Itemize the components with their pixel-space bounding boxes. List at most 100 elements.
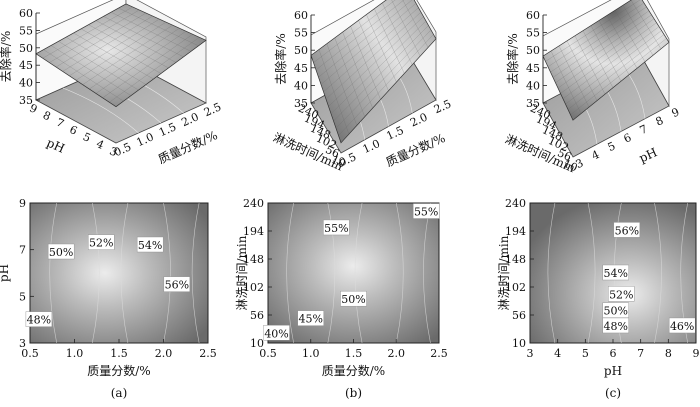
contour-label-box	[602, 302, 629, 318]
x-tick-label: 9	[670, 105, 682, 120]
x-tick-label: 2.0	[155, 347, 173, 360]
z-tick-label: 40	[19, 77, 33, 90]
contour-label-box	[136, 236, 164, 253]
x-tick-label: 4	[590, 148, 602, 163]
x-tick-label: 1.0	[66, 347, 84, 360]
x-tick-label: 3	[527, 347, 534, 360]
contour-label-box	[297, 310, 324, 326]
x-axis-label: 质量分数/%	[322, 363, 385, 378]
contour-fill	[29, 202, 209, 344]
x-tick-label: 2.5	[199, 347, 217, 360]
contour-line	[92, 202, 100, 344]
contour-label: 40%	[264, 327, 288, 340]
surface-mesh-line	[402, 0, 429, 48]
y-tick-label: 102	[505, 281, 526, 294]
y-tick-label: 6	[68, 123, 80, 138]
z-tick-label: 35	[294, 97, 308, 110]
y-tick-label: 10	[250, 337, 264, 350]
y-tick-label: 194	[243, 225, 264, 238]
contour-label: 54%	[604, 267, 628, 280]
y-tick-label: 148	[505, 253, 526, 266]
contour-line	[286, 202, 294, 344]
surface-panel: 605550454035去除率/%0.51.01.52.02.510561021…	[271, 0, 453, 174]
contour-label: 55%	[324, 222, 348, 235]
y-tick-label: 240	[505, 197, 526, 210]
x-tick-label: 5	[606, 139, 618, 154]
y-tick-label: 148	[243, 253, 264, 266]
y-tick-label: 10	[561, 157, 579, 175]
y-tick-label: 7	[19, 244, 26, 257]
x-tick-label: 8	[654, 114, 666, 129]
x-tick-label: 0.5	[21, 347, 39, 360]
y-tick-label: 102	[243, 281, 264, 294]
x-tick-label: 1.5	[345, 347, 363, 360]
y-tick-label: 9	[28, 101, 40, 116]
surface-mesh-line	[49, 9, 140, 63]
y-tick-label: 3	[108, 144, 120, 159]
contour-label: 46%	[670, 320, 694, 333]
contour-line	[354, 202, 363, 344]
contour-label-box	[25, 311, 53, 327]
contour-label-box	[47, 243, 75, 260]
x-tick-label: 0.5	[259, 347, 277, 360]
floor-contour-line	[62, 87, 139, 134]
contour-line	[547, 202, 556, 344]
contour-label: 55%	[414, 206, 438, 219]
surface-mesh-line	[118, 7, 199, 46]
x-tick-label: 7	[637, 347, 644, 360]
contour-label: 50%	[604, 305, 628, 318]
contour-line	[191, 202, 200, 344]
z-tick-label: 55	[526, 27, 540, 40]
z-tick-label: 50	[526, 44, 540, 57]
y-axis-label: pH	[44, 136, 66, 156]
x-tick-label: 6	[610, 347, 617, 360]
contour-line	[654, 202, 662, 344]
contour-label-box	[87, 234, 115, 250]
y-tick-label: 9	[19, 197, 26, 210]
contour-label-box	[340, 290, 367, 307]
x-tick-label: 1.5	[110, 347, 128, 360]
contour-label: 56%	[165, 279, 189, 292]
z-axis-label: 去除率/%	[505, 33, 520, 84]
z-axis-label: 去除率/%	[273, 33, 288, 84]
surface-panel: 605550454035去除率/%34567891056102148194240…	[503, 0, 681, 175]
contour-line	[395, 202, 404, 344]
z-tick-label: 60	[526, 9, 540, 22]
contour-line	[587, 202, 596, 344]
surface-mesh-line	[547, 2, 645, 67]
contour-label: 48%	[27, 314, 51, 327]
z-tick-label: 55	[19, 24, 33, 37]
y-tick-label: 5	[19, 290, 26, 303]
z-tick-label: 35	[19, 94, 33, 107]
contour-label: 52%	[89, 237, 113, 250]
contour-label: 54%	[138, 239, 162, 252]
z-tick-label: 45	[294, 62, 308, 75]
contour-label-box	[613, 222, 641, 238]
y-tick-label: 7	[54, 116, 66, 131]
x-tick-label: 9	[693, 347, 700, 360]
x-tick-label: 5	[582, 347, 589, 360]
y-tick-label: 240	[243, 197, 264, 210]
z-tick-label: 45	[526, 62, 540, 75]
y-tick-label: 10	[329, 153, 347, 171]
z-tick-label: 45	[19, 59, 33, 72]
contour-label-box	[668, 317, 696, 334]
x-tick-label: 6	[622, 131, 634, 146]
y-tick-label: 56	[323, 143, 341, 161]
surface-mesh-line	[42, 6, 133, 59]
z-tick-label: 40	[294, 79, 308, 92]
contour-label-box	[602, 317, 629, 334]
y-axis-label: 淋洗时间/min	[235, 235, 249, 310]
panel-caption: (a)	[111, 386, 128, 400]
panel-caption: (c)	[605, 386, 621, 400]
surface-panel: 605550454035去除率/%0.51.01.52.02.53456789质…	[0, 0, 223, 167]
x-tick-label: 1.0	[302, 347, 320, 360]
surface-mesh-line	[313, 0, 396, 63]
contour-panel: 0.5 1.0 1.5 2.0 2.5 10 56 102 148 194 240 质量分数/% 淋洗时…	[235, 197, 448, 400]
surface-mesh-line	[630, 0, 662, 49]
contour-label: 56%	[615, 224, 639, 237]
y-axis-label: 淋洗时间/min	[497, 235, 511, 310]
contour-label-box	[263, 325, 290, 341]
y-tick-label: 10	[512, 337, 526, 350]
